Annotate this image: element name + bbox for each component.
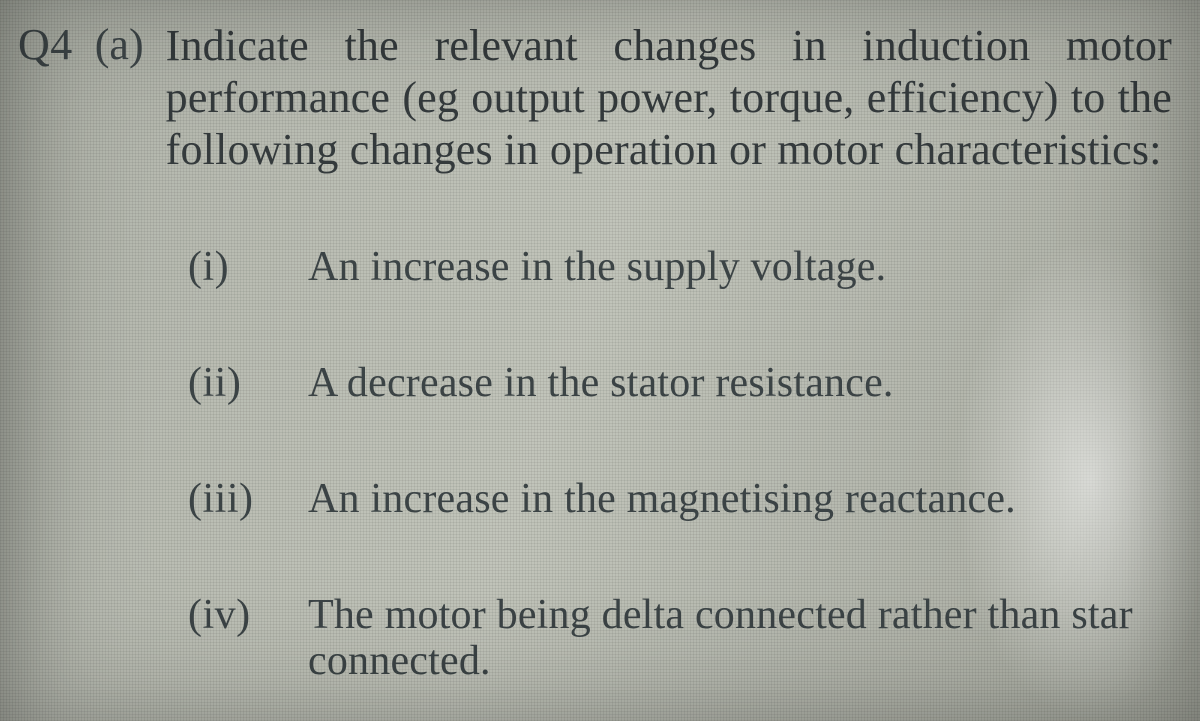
subpart-label: (iii) (188, 476, 274, 522)
exam-question-page: Q4 (a) Indicate the relevant changes in … (0, 0, 1200, 721)
subpart-text: The motor being delta connected rather t… (308, 592, 1172, 684)
subpart-list: (i) An increase in the supply voltage. (… (18, 244, 1172, 685)
question-header-row: Q4 (a) Indicate the relevant changes in … (18, 20, 1172, 176)
list-item: (ii) A decrease in the stator resistance… (188, 360, 1172, 406)
question-number: Q4 (18, 20, 73, 68)
question-stem-text: Indicate the relevant changes in inducti… (166, 20, 1172, 176)
subpart-text: A decrease in the stator resistance. (308, 360, 894, 406)
list-item: (i) An increase in the supply voltage. (188, 244, 1172, 290)
subpart-label: (i) (188, 244, 274, 290)
question-part-label: (a) (95, 20, 144, 68)
subpart-text: An increase in the magnetising reactance… (308, 476, 1016, 522)
subpart-label: (ii) (188, 360, 274, 406)
subpart-label: (iv) (188, 592, 274, 638)
list-item: (iv) The motor being delta connected rat… (188, 592, 1172, 684)
list-item: (iii) An increase in the magnetising rea… (188, 476, 1172, 522)
subpart-text: An increase in the supply voltage. (308, 244, 886, 290)
